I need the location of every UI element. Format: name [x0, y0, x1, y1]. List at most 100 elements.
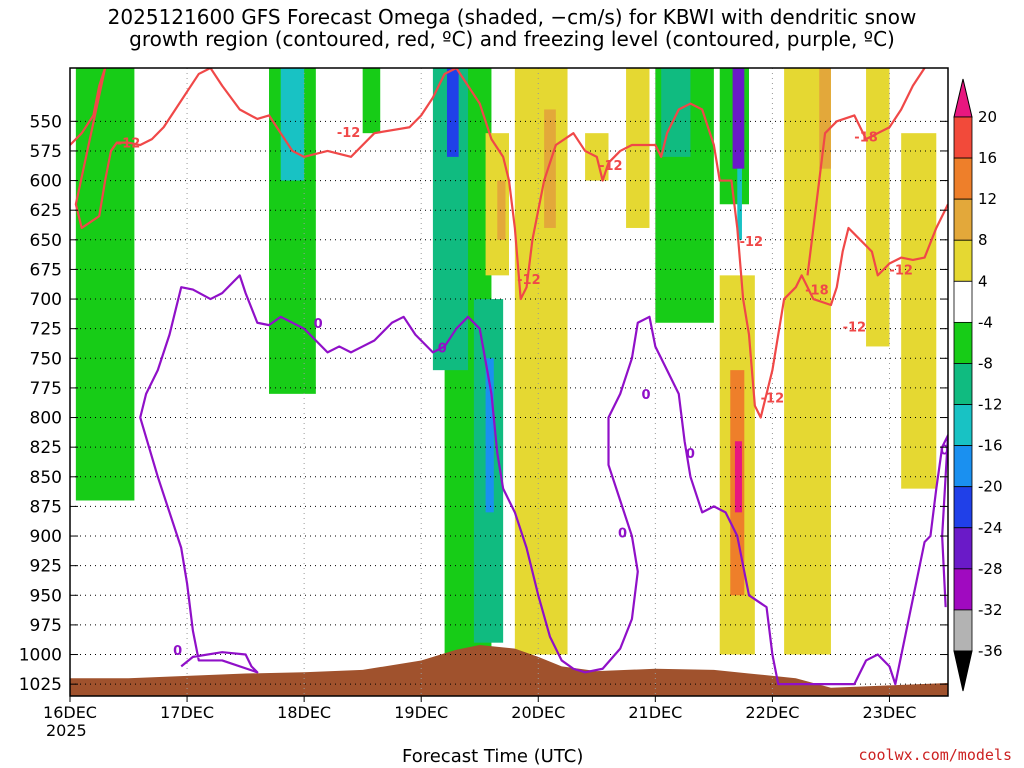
contour-line-2 — [139, 274, 948, 686]
y-tick-label-575: 575 — [30, 142, 62, 162]
y-tick-label-850: 850 — [30, 468, 62, 488]
shaded-region-10 — [497, 180, 506, 240]
contour-label-13: 0 — [686, 447, 695, 462]
y-tick-label-675: 675 — [30, 260, 62, 280]
colorbar-bin-last — [953, 609, 973, 652]
y-tick-label-900: 900 — [30, 527, 62, 547]
contour-label-11: 0 — [438, 342, 447, 357]
contour-label-6: -12 — [889, 263, 913, 278]
shaded-region-26 — [901, 133, 937, 489]
contour-label-8: -12 — [843, 320, 867, 335]
colorbar-tick-5: -4 — [978, 313, 993, 331]
x-axis-label: Forecast Time (UTC) — [402, 746, 584, 767]
contour-label-2: -12 — [599, 159, 623, 174]
y-tick-label-950: 950 — [30, 586, 62, 606]
colorbar-tick-7: -12 — [978, 396, 1003, 414]
y-tick-label-875: 875 — [30, 497, 62, 517]
colorbar-bottom-arrow — [953, 650, 973, 692]
x-tick-label-1: 17DEC — [160, 703, 214, 722]
x-tick-label-0: 16DEC — [43, 703, 97, 722]
colorbar: 20 16 12 8 4 -4 -8 -12 -16 -20 -24 -28 -32 -36 — [953, 78, 1003, 692]
shaded-region-6 — [446, 68, 459, 157]
shaded-region-0 — [75, 68, 135, 501]
colorbar-bin-1 — [953, 116, 973, 159]
shaded-region-25 — [866, 68, 890, 347]
x-tick-label-3: 19DEC — [394, 703, 448, 722]
plot-frame — [69, 67, 949, 697]
x-tick-label-4: 20DEC — [511, 703, 565, 722]
shaded-region-11 — [514, 68, 568, 655]
colorbar-tick-2: 12 — [978, 190, 997, 208]
credit-text: coolwx.com/models — [858, 746, 1012, 764]
colorbar-bin-8 — [953, 404, 973, 447]
x-tick-sublabel-0: 2025 — [46, 721, 87, 740]
contour-label-10: 0 — [314, 317, 323, 332]
y-tick-label-700: 700 — [30, 290, 62, 310]
terrain — [70, 645, 948, 696]
omega-shading — [75, 68, 937, 655]
colorbar-bin-3 — [953, 198, 973, 241]
contour-label-14: 0 — [618, 526, 627, 541]
x-tick-label-5: 21DEC — [628, 703, 682, 722]
contour-line-0 — [70, 68, 948, 419]
colorbar-bin-6 — [953, 321, 973, 364]
y-tick-label-1000: 1000 — [19, 646, 62, 666]
shaded-region-8 — [485, 358, 494, 513]
y-tick-label-800: 800 — [30, 409, 62, 429]
contour-label-1: -12 — [337, 126, 361, 141]
colorbar-bin-11 — [953, 527, 973, 570]
terrain-area — [70, 645, 948, 696]
y-tick-label-775: 775 — [30, 379, 62, 399]
colorbar-tick-13: -36 — [978, 642, 1003, 660]
contour-label-16: 0 — [940, 444, 949, 459]
colorbar-bin-12 — [953, 568, 973, 611]
y-tick-label-1025: 1025 — [19, 675, 62, 695]
shaded-region-14 — [626, 68, 650, 228]
colorbar-tick-1: 16 — [978, 149, 997, 167]
colorbar-tick-8: -16 — [978, 437, 1003, 455]
contour-label-12: 0 — [641, 388, 650, 403]
colorbar-top-arrow — [953, 78, 973, 118]
colorbar-bin-4 — [953, 239, 973, 282]
y-tick-label-925: 925 — [30, 557, 62, 577]
x-tick-label-6: 22DEC — [745, 703, 799, 722]
y-tick-label-650: 650 — [30, 231, 62, 251]
colorbar-tick-3: 8 — [978, 231, 988, 249]
contour-label-0: -12 — [117, 137, 141, 152]
shaded-region-19 — [737, 168, 742, 240]
colorbar-bin-5 — [953, 280, 973, 323]
x-tick-label-2: 18DEC — [277, 703, 331, 722]
colorbar-tick-10: -24 — [978, 519, 1003, 537]
contour-label-3: -12 — [517, 273, 541, 288]
contour-label-15: 0 — [173, 644, 182, 659]
colorbar-tick-9: -20 — [978, 478, 1003, 496]
shaded-region-24 — [819, 68, 831, 169]
colorbar-tick-12: -32 — [978, 601, 1003, 619]
chart-title: 2025121600 GFS Forecast Omega (shaded, −… — [107, 5, 917, 51]
shaded-region-18 — [732, 68, 745, 169]
y-tick-label-975: 975 — [30, 616, 62, 636]
y-tick-label-625: 625 — [30, 201, 62, 221]
shaded-region-16 — [661, 68, 691, 157]
y-tick-label-825: 825 — [30, 438, 62, 458]
colorbar-tick-11: -28 — [978, 560, 1003, 578]
colorbar-bin-7 — [953, 363, 973, 405]
shaded-region-22 — [734, 441, 742, 513]
colorbar-tick-0: 20 — [978, 108, 997, 126]
shaded-region-3 — [362, 68, 381, 134]
y-tick-label-725: 725 — [30, 320, 62, 340]
y-tick-label-550: 550 — [30, 112, 62, 132]
contour-label-4: -12 — [740, 235, 764, 250]
colorbar-tick-6: -8 — [978, 354, 993, 372]
contour-line-1 — [806, 68, 926, 276]
y-axis: 550 575 600 625 650 675 700 725 750 775 800 825 850 8… — [19, 112, 948, 695]
y-tick-label-600: 600 — [30, 172, 62, 192]
colorbar-bin-10 — [953, 486, 973, 529]
contour-label-5: -18 — [854, 131, 878, 146]
shaded-region-12 — [544, 109, 556, 228]
x-tick-label-7: 23DEC — [862, 703, 916, 722]
shaded-region-2 — [280, 68, 305, 181]
contour-labels: -12 -12 -12 -12 -12 -18 -12 -18 -12 -12 0 0 0 0 0 0 0 — [117, 126, 949, 659]
